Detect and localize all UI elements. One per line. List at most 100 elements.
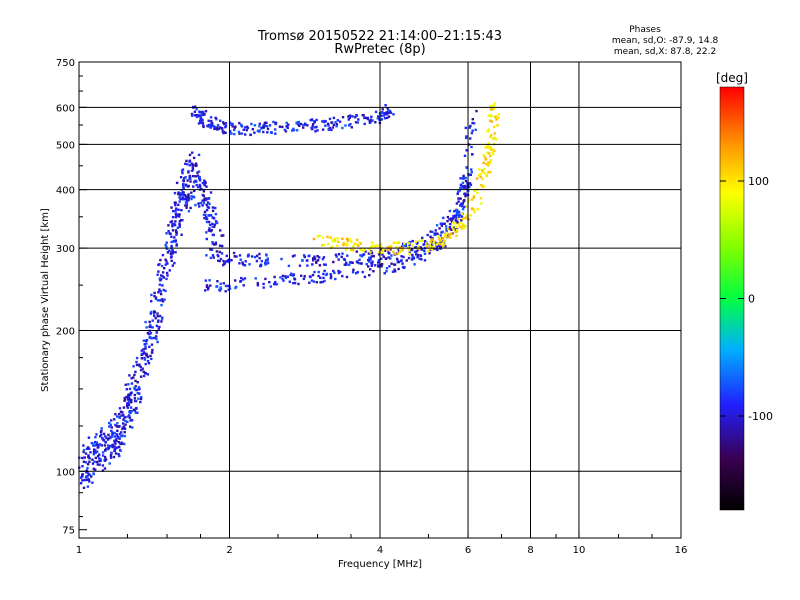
data-point	[145, 342, 148, 345]
data-point	[352, 268, 355, 271]
data-point	[130, 399, 133, 402]
data-point	[400, 255, 403, 258]
y-tick-label-75: 75	[62, 526, 75, 537]
data-point	[342, 257, 346, 261]
data-point	[162, 276, 165, 279]
data-point	[377, 261, 380, 264]
data-point	[215, 118, 218, 121]
data-point	[487, 114, 490, 117]
data-point	[490, 108, 494, 111]
data-point	[202, 201, 205, 205]
data-point	[318, 234, 321, 238]
data-point	[184, 183, 188, 186]
data-point	[322, 272, 325, 276]
data-point	[259, 264, 263, 268]
data-point	[293, 254, 296, 257]
data-point	[103, 458, 106, 462]
data-point	[110, 429, 113, 433]
data-point	[124, 423, 127, 426]
data-point	[177, 208, 180, 211]
data-point	[117, 425, 120, 428]
data-point	[178, 222, 181, 226]
data-point	[239, 280, 243, 283]
data-point	[436, 248, 439, 252]
data-point	[119, 442, 122, 445]
data-point	[281, 125, 284, 129]
data-point	[323, 269, 326, 273]
data-point	[369, 268, 372, 271]
data-point	[189, 180, 192, 183]
data-point	[163, 267, 166, 270]
data-point	[217, 127, 220, 131]
data-point	[418, 239, 422, 242]
data-point	[402, 266, 406, 269]
data-point	[215, 285, 219, 288]
data-point	[120, 431, 123, 434]
data-point	[222, 282, 225, 285]
data-point	[144, 345, 147, 348]
data-point	[170, 240, 173, 244]
data-point	[245, 129, 248, 132]
data-point	[341, 237, 344, 240]
data-point	[148, 345, 151, 348]
data-point	[303, 255, 306, 259]
data-point	[420, 258, 423, 261]
data-point	[111, 443, 114, 447]
data-point	[497, 113, 500, 116]
data-point	[92, 442, 95, 446]
data-point	[286, 125, 289, 128]
data-point	[457, 197, 460, 200]
data-point	[274, 122, 277, 126]
data-point	[361, 270, 364, 274]
data-point	[489, 154, 492, 158]
data-point	[98, 453, 101, 456]
data-point	[313, 121, 316, 124]
data-point	[293, 281, 297, 285]
data-point	[359, 242, 362, 245]
data-point	[205, 203, 208, 207]
data-point	[85, 471, 88, 474]
data-point	[255, 254, 259, 258]
data-point	[130, 382, 134, 385]
data-point	[218, 288, 221, 292]
data-point	[104, 448, 107, 452]
data-point	[165, 260, 168, 263]
data-point	[457, 223, 460, 226]
data-point	[175, 207, 178, 210]
data-point	[179, 197, 183, 201]
data-point	[197, 170, 201, 173]
data-point	[187, 170, 190, 173]
data-point	[171, 216, 175, 219]
data-point	[101, 436, 104, 440]
data-point	[208, 279, 211, 282]
data-point	[225, 254, 228, 258]
data-point	[403, 242, 406, 245]
data-point	[185, 159, 188, 163]
data-point	[280, 257, 283, 261]
data-point	[151, 326, 154, 329]
data-point	[125, 404, 129, 408]
data-point	[332, 260, 335, 264]
data-point	[392, 250, 395, 254]
data-point	[209, 248, 212, 251]
data-point	[110, 426, 113, 429]
data-point	[350, 126, 353, 129]
data-point	[439, 222, 442, 225]
data-point	[479, 172, 482, 176]
data-point	[476, 208, 479, 211]
data-point	[426, 250, 430, 253]
data-point	[134, 379, 137, 383]
data-point	[357, 118, 360, 121]
data-point	[298, 124, 301, 127]
data-point	[496, 124, 499, 127]
data-point	[471, 121, 474, 125]
data-point	[274, 280, 277, 284]
data-point	[88, 480, 91, 483]
data-point	[431, 230, 434, 234]
data-point	[96, 446, 99, 449]
data-point	[136, 381, 139, 384]
x-axis-label: Frequency [MHz]	[338, 559, 422, 570]
data-point	[310, 118, 314, 121]
data-point	[172, 209, 175, 213]
data-point	[450, 232, 453, 235]
